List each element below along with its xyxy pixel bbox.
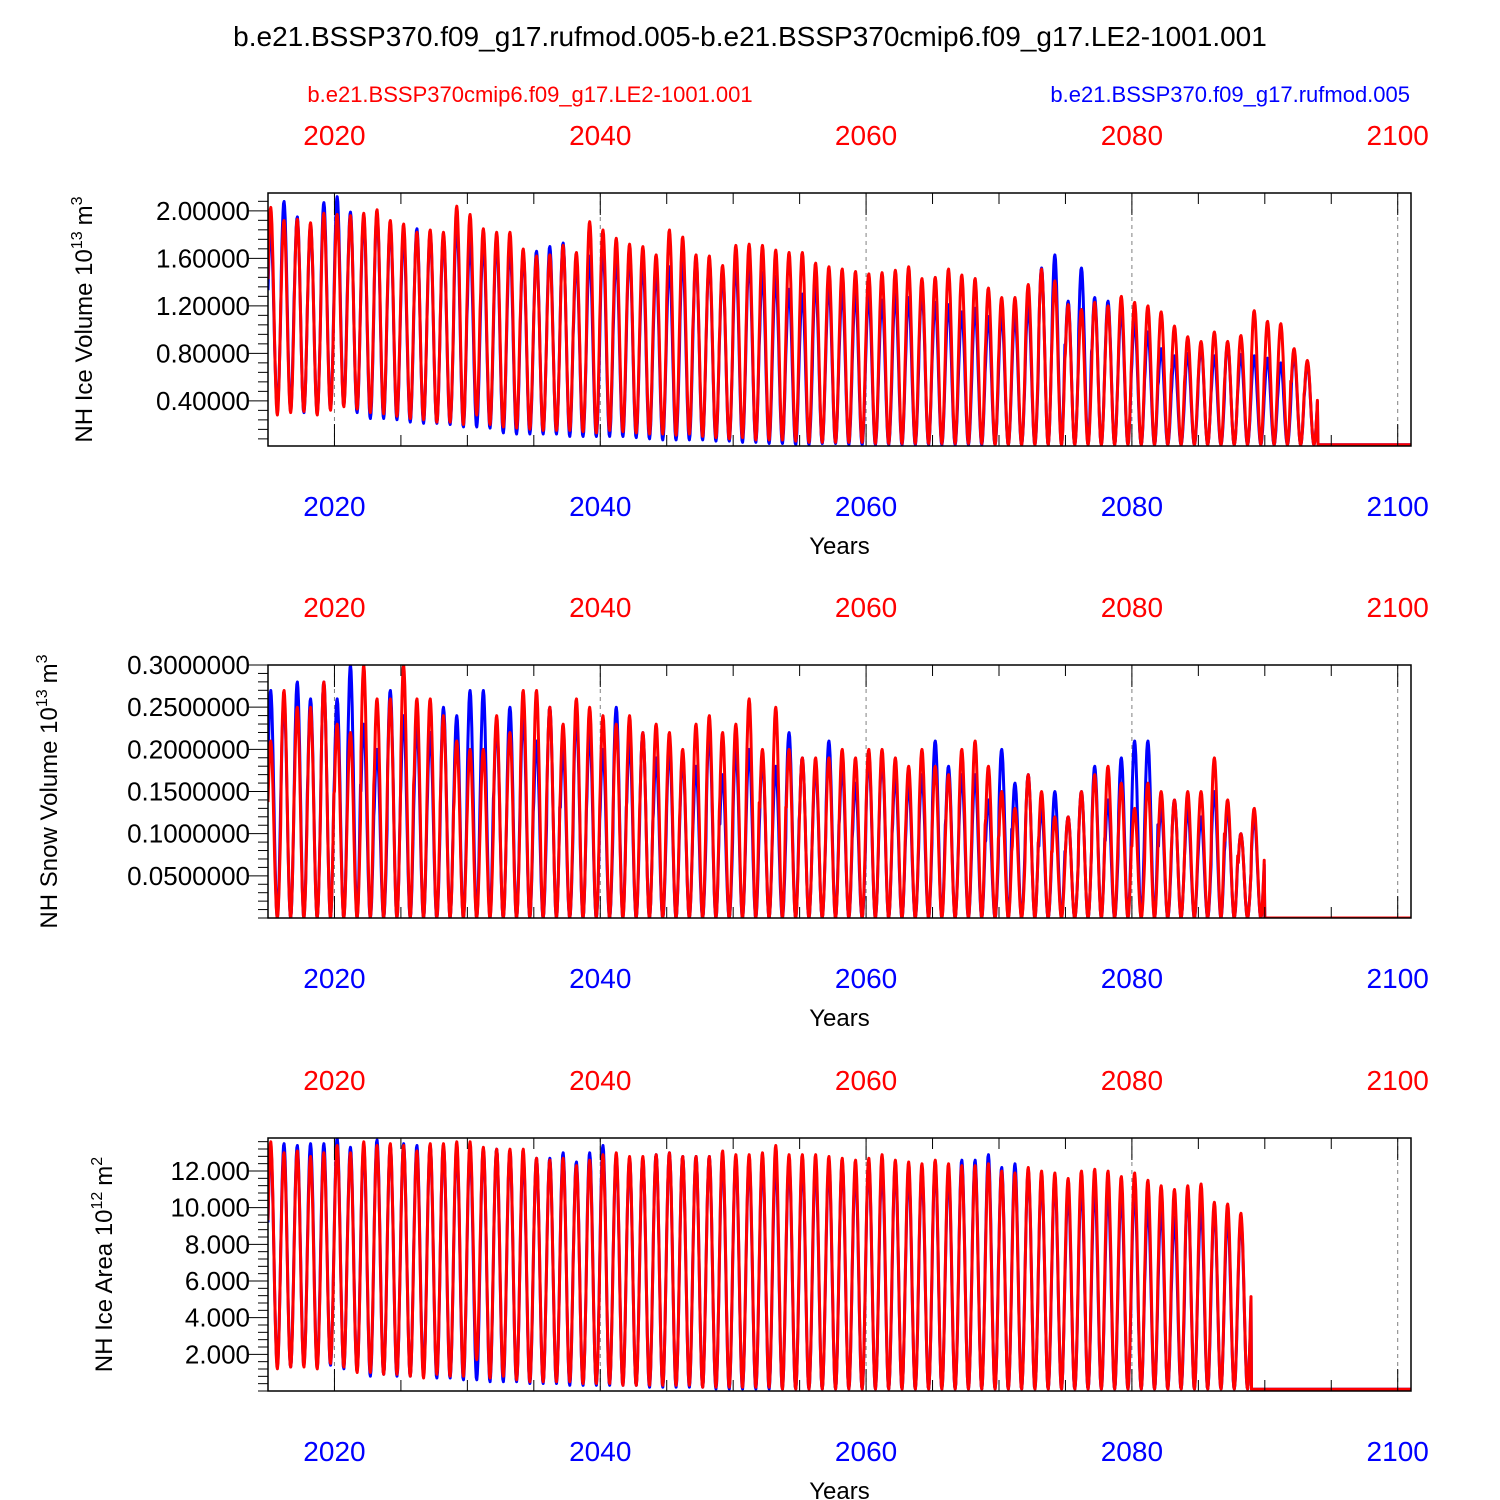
legend-blue-label: b.e21.BSSP370.f09_g17.rufmod.005 <box>1050 82 1410 107</box>
x-top-tick-label-4: 2100 <box>1367 592 1429 623</box>
y-tick-label-0: 0.40000 <box>156 386 250 416</box>
x-bottom-tick-label-3: 2080 <box>1101 491 1163 522</box>
x-bottom-tick-label-2: 2060 <box>835 491 897 522</box>
y-tick-label-3: 8.000 <box>185 1229 250 1259</box>
x-bottom-tick-label-3: 2080 <box>1101 963 1163 994</box>
x-bottom-tick-label-3: 2080 <box>1101 1436 1163 1467</box>
y-axis-label: NH Snow Volume 1013 m3 <box>34 654 63 928</box>
panel-ice-volume: 0.40000 0.80000 1.20000 1.60000 2.00000 2020 2… <box>69 120 1429 560</box>
x-bottom-tick-label-4: 2100 <box>1367 1436 1429 1467</box>
y-axis-label-unit-exponent: 3 <box>34 654 51 663</box>
x-top-tick-label-1: 2040 <box>569 592 631 623</box>
x-axis-label: Years <box>809 533 870 560</box>
x-top-tick-label-2: 2060 <box>835 120 897 151</box>
x-bottom-tick-label-0: 2020 <box>303 491 365 522</box>
y-axis-label-exponent: 13 <box>69 231 86 249</box>
chart-title: b.e21.BSSP370.f09_g17.rufmod.005-b.e21.B… <box>233 21 1267 52</box>
y-axis-label-exponent: 13 <box>34 689 51 707</box>
y-axis-label-unit: m <box>36 663 63 683</box>
y-axis-label-main: NH Snow Volume 10 <box>36 707 63 928</box>
x-top-tick-label-0: 2020 <box>303 592 365 623</box>
y-tick-label-2: 0.1500000 <box>127 777 250 807</box>
plot-frame <box>267 1137 1412 1392</box>
y-axis-label: NH Ice Volume 1013 m3 <box>69 196 98 442</box>
series-line-red <box>268 665 1411 918</box>
panel-ice-area: 2.000 4.000 6.000 8.000 10.000 12.000 2020 2020… <box>89 1065 1429 1500</box>
series-line-red <box>268 1140 1411 1391</box>
x-bottom-tick-label-0: 2020 <box>303 963 365 994</box>
y-tick-label-2: 1.20000 <box>156 291 250 321</box>
panel-snow-volume: 0.0500000 0.1000000 0.1500000 0.2000000 0.25… <box>34 592 1429 1032</box>
y-tick-label-1: 4.000 <box>185 1303 250 1333</box>
y-tick-label-1: 0.80000 <box>156 338 250 368</box>
y-tick-label-4: 0.2500000 <box>127 692 250 722</box>
x-top-tick-label-2: 2060 <box>835 1065 897 1096</box>
legend-red-label: b.e21.BSSP370cmip6.f09_g17.LE2-1001.001 <box>307 82 752 107</box>
y-tick-label-2: 6.000 <box>185 1266 250 1296</box>
series-line-red <box>268 204 1411 446</box>
y-tick-label-0: 2.000 <box>185 1339 250 1369</box>
x-top-tick-label-1: 2040 <box>569 120 631 151</box>
y-tick-label-5: 0.3000000 <box>127 650 250 680</box>
y-tick-label-5: 12.000 <box>170 1156 250 1186</box>
x-top-tick-label-0: 2020 <box>303 120 365 151</box>
y-axis-label-unit-exponent: 3 <box>69 196 86 205</box>
x-bottom-tick-label-0: 2020 <box>303 1436 365 1467</box>
y-tick-label-3: 0.2000000 <box>127 734 250 764</box>
panels: 0.400000.800001.200001.600002.0000020202… <box>34 120 1429 1500</box>
x-top-tick-label-4: 2100 <box>1367 1065 1429 1096</box>
x-top-tick-label-3: 2080 <box>1101 1065 1163 1096</box>
y-axis-label-main: NH Ice Area 10 <box>91 1209 118 1372</box>
x-bottom-tick-label-1: 2040 <box>569 1436 631 1467</box>
x-top-tick-label-3: 2080 <box>1101 120 1163 151</box>
x-bottom-tick-label-4: 2100 <box>1367 491 1429 522</box>
y-tick-label-3: 1.60000 <box>156 243 250 273</box>
x-axis-label: Years <box>809 1478 870 1500</box>
y-axis-label: NH Ice Area 1012 m2 <box>89 1157 118 1373</box>
x-bottom-tick-label-1: 2040 <box>569 963 631 994</box>
x-top-tick-label-0: 2020 <box>303 1065 365 1096</box>
x-bottom-tick-label-2: 2060 <box>835 963 897 994</box>
y-axis-label-exponent: 12 <box>89 1192 106 1210</box>
x-top-tick-label-2: 2060 <box>835 592 897 623</box>
x-axis-label: Years <box>809 1005 870 1032</box>
y-axis-label-unit-exponent: 2 <box>89 1157 106 1166</box>
x-bottom-tick-label-4: 2100 <box>1367 963 1429 994</box>
x-top-tick-label-3: 2080 <box>1101 592 1163 623</box>
x-top-tick-label-1: 2040 <box>569 1065 631 1096</box>
x-bottom-tick-label-2: 2060 <box>835 1436 897 1467</box>
x-bottom-tick-label-1: 2040 <box>569 491 631 522</box>
y-tick-label-4: 2.00000 <box>156 196 250 226</box>
y-tick-label-4: 10.000 <box>170 1193 250 1223</box>
y-axis-label-unit: m <box>71 205 98 225</box>
y-axis-label-unit: m <box>91 1166 118 1186</box>
y-tick-label-0: 0.0500000 <box>127 861 250 891</box>
plot-frame <box>267 192 1412 447</box>
y-tick-label-1: 0.1000000 <box>127 819 250 849</box>
y-axis-label-main: NH Ice Volume 10 <box>71 249 98 442</box>
x-top-tick-label-4: 2100 <box>1367 120 1429 151</box>
